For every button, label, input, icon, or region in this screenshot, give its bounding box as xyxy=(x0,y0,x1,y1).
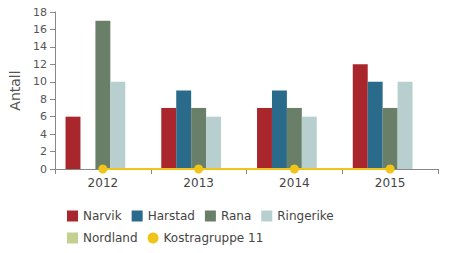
svg-text:Ringerike: Ringerike xyxy=(277,209,333,223)
svg-text:Rana: Rana xyxy=(221,209,251,223)
svg-text:12: 12 xyxy=(33,58,47,71)
svg-text:2015: 2015 xyxy=(375,176,406,190)
svg-text:0: 0 xyxy=(40,163,47,176)
svg-text:Harstad: Harstad xyxy=(148,209,195,223)
svg-text:Kostragruppe 11: Kostragruppe 11 xyxy=(164,231,264,245)
svg-text:14: 14 xyxy=(33,40,47,53)
svg-text:2: 2 xyxy=(40,145,47,158)
svg-text:8: 8 xyxy=(40,93,47,106)
svg-text:16: 16 xyxy=(33,23,47,36)
svg-text:6: 6 xyxy=(40,110,47,123)
svg-text:10: 10 xyxy=(33,75,47,88)
svg-text:Nordland: Nordland xyxy=(83,231,138,245)
svg-text:18: 18 xyxy=(33,6,47,19)
svg-text:2014: 2014 xyxy=(279,176,310,190)
svg-text:2013: 2013 xyxy=(183,176,214,190)
svg-text:Narvik: Narvik xyxy=(83,209,122,223)
svg-text:2012: 2012 xyxy=(88,176,119,190)
svg-text:Antall: Antall xyxy=(7,70,23,110)
svg-text:4: 4 xyxy=(40,128,47,141)
